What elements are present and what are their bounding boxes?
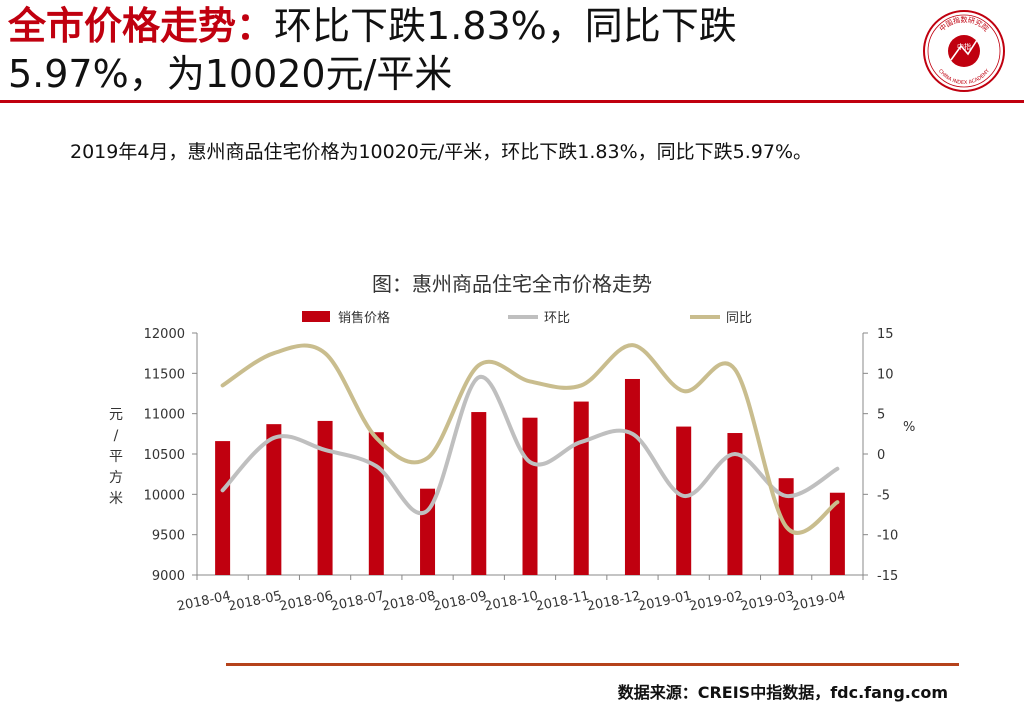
logo-center-text: 中指 [957,42,971,51]
legend-label: 环比 [544,311,570,326]
bar-price [317,420,333,575]
legend-label: 销售价格 [338,310,390,326]
bar-price [573,401,589,575]
x-tick-label: 2018-07 [329,589,385,615]
chart-title: 图：惠州商品住宅全市价格走势 [372,272,652,296]
line-mom [220,375,840,516]
bar-price [676,426,692,575]
header-divider [0,100,1024,103]
x-tick-label: 2018-11 [534,589,590,615]
x-tick-label: 2018-12 [586,589,642,615]
y-tick-label-right: -5 [877,488,890,503]
title-line-1: 全市价格走势：环比下跌1.83%，同比下跌 [8,2,908,50]
x-tick-label: 2019-03 [739,589,795,615]
y-tick-label-right: -10 [877,529,898,544]
line-yoy [220,343,840,535]
legend-label: 同比 [726,311,752,326]
bar-price [471,412,487,575]
bar-price [266,424,282,575]
y-axis-label-left: 元 / 平方米 [109,407,123,507]
china-index-academy-logo: 中国指数研究院 CHINA INDEX ACADEMY 中指 [923,10,1005,92]
summary-text: 2019年4月，惠州商品住宅价格为10020元/平米，环比下跌1.83%，同比下… [70,141,813,163]
y-tick-label-right: 0 [877,448,885,463]
footer-divider [226,663,959,666]
x-tick-label: 2018-06 [278,589,334,615]
y-tick-label-left: 10000 [144,488,185,503]
page-header: 全市价格走势：环比下跌1.83%，同比下跌 5.97%，为10020元/平米 [8,2,908,98]
bar-price [420,488,436,575]
y-tick-label-left: 9000 [152,569,185,584]
bar-price [368,432,384,575]
y-tick-label-left: 10500 [144,448,185,463]
title-line-2: 5.97%，为10020元/平米 [8,52,453,96]
title-rest: 环比下跌1.83%，同比下跌 [274,4,737,48]
y-tick-label-right: 5 [877,408,885,423]
logo-top-text: 中国指数研究院 [938,15,991,33]
y-tick-label-left: 9500 [152,529,185,544]
y-tick-label-left: 11500 [144,367,185,382]
x-tick-label: 2019-02 [688,589,744,615]
y-tick-label-right: -15 [877,569,898,584]
y-tick-label-right: 15 [877,327,894,342]
bar-price [624,378,640,575]
x-tick-label: 2019-04 [791,589,847,615]
bar-price [727,433,743,575]
x-tick-label: 2018-04 [176,589,232,615]
y-tick-label-left: 11000 [144,408,185,423]
x-tick-label: 2018-08 [381,589,437,615]
bar-price [522,417,538,575]
x-tick-label: 2018-09 [432,589,488,615]
title-highlight: 全市价格走势： [8,4,275,48]
x-tick-label: 2018-05 [227,589,283,615]
price-trend-chart: 9000 9500 10000 10500 11000 11500 12000 -15 -10 -… [144,310,899,615]
y-tick-label-right: 10 [877,367,894,382]
bar-price [829,492,845,575]
y-tick-label-left: 12000 [144,327,185,342]
x-tick-label: 2018-10 [483,589,539,615]
bar-price [215,441,231,575]
data-source: 数据来源：CREIS中指数据，fdc.fang.com [617,683,948,702]
legend-swatch-price [302,311,330,322]
logo-bottom-text: CHINA INDEX ACADEMY [937,68,992,86]
y-axis-label-right: % [903,420,916,435]
x-tick-label: 2019-01 [637,589,693,615]
